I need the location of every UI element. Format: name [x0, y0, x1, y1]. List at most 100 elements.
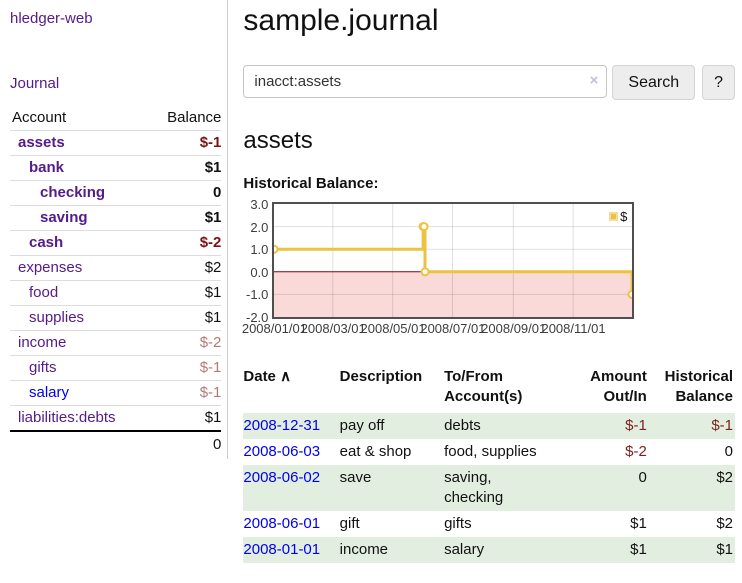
transaction-row: 2008-06-02 save saving, checking 0 $2 [243, 465, 735, 511]
transactions-body: 2008-12-31 pay off debts $-1 $-1 2008-06-03 ea… [243, 413, 735, 563]
chart-y-labels: 3.0 2.0 1.0 0.0 -1.0 -2.0 [243, 198, 269, 324]
sidebar-item-journal[interactable]: Journal [10, 75, 60, 92]
chart-label: Historical Balance: [243, 175, 379, 192]
y-tick-label: 1.0 [250, 242, 269, 258]
transaction-description: income [339, 541, 389, 558]
account-row: checking 0 [10, 180, 222, 206]
account-link[interactable]: food [29, 284, 59, 301]
account-balance: $1 [147, 280, 222, 306]
transaction-date-link[interactable]: 2008-01-01 [243, 541, 321, 558]
account-link[interactable]: liabilities:debts [18, 409, 116, 426]
transaction-balance: 0 [724, 443, 733, 460]
account-row: assets $-1 [10, 130, 222, 156]
transaction-date-cell: 2008-12-31 [243, 413, 339, 439]
transaction-date-link[interactable]: 2008-06-02 [243, 469, 321, 486]
transaction-amount: 0 [638, 469, 647, 486]
account-row: supplies $1 [10, 305, 222, 331]
account-balance: $-2 [147, 230, 222, 256]
account-row: income $-2 [10, 330, 222, 356]
account-balance: $-1 [147, 380, 222, 406]
account-link[interactable]: assets [18, 134, 65, 151]
transaction-description: pay off [339, 417, 385, 434]
transaction-amount: $-1 [625, 417, 647, 434]
column-header-date[interactable]: Date ∧ [243, 365, 339, 413]
transaction-row: 2008-06-03 eat & shop food, supplies $-2 0 [243, 439, 735, 465]
account-link[interactable]: cash [29, 234, 64, 251]
sidebar: hledger-web Journal Account Balance asse… [0, 0, 229, 459]
search-input[interactable] [243, 65, 608, 98]
x-tick-label: 2008/11/01 [541, 321, 606, 336]
legend-label: $ [620, 209, 628, 224]
column-header-description: Description [339, 368, 423, 385]
account-row: bank $1 [10, 155, 222, 181]
app-title-link[interactable]: hledger-web [10, 10, 93, 27]
transaction-row: 2008-01-01 income salary $1 $1 [243, 537, 735, 563]
transaction-date-link[interactable]: 2008-06-01 [243, 515, 321, 532]
search-button[interactable]: Search [612, 65, 696, 100]
x-tick-label: 2008/07/01 [420, 321, 486, 336]
account-link[interactable]: gifts [29, 359, 57, 376]
transaction-date-link[interactable]: 2008-06-03 [243, 443, 321, 460]
clear-search-icon[interactable]: × [589, 72, 599, 89]
account-link[interactable]: saving [40, 209, 88, 226]
accounts-total-value: 0 [147, 430, 222, 457]
transaction-accounts: food, supplies [444, 443, 537, 460]
account-balance: $2 [147, 255, 222, 281]
transaction-balance: $2 [716, 469, 733, 486]
account-link[interactable]: supplies [29, 309, 85, 326]
account-balance: $1 [147, 205, 222, 231]
transaction-balance: $1 [716, 541, 733, 558]
account-balance: $-2 [147, 330, 222, 356]
accounts-header-account: Account [10, 106, 148, 131]
transaction-amount: $1 [630, 515, 647, 532]
transactions-table: Date ∧ Description To/From Account(s) Am… [243, 365, 735, 563]
transaction-balance: $2 [716, 515, 733, 532]
transaction-amount: $-2 [625, 443, 647, 460]
main-content: sample.journal × Search ? assets Histori… [228, 0, 742, 583]
transaction-amount: $1 [630, 541, 647, 558]
transaction-accounts: debts [444, 417, 481, 434]
accounts-table: Account Balance assets $-1 bank $1 checking 0… [10, 106, 222, 457]
date-header-label: Date [243, 368, 276, 385]
chart-plot-svg [274, 204, 633, 317]
y-tick-label: 3.0 [250, 197, 269, 212]
x-tick-label: 2008/09/01 [481, 321, 547, 336]
account-balance: 0 [147, 180, 222, 206]
transaction-accounts: gifts [444, 515, 472, 532]
account-balance: $1 [147, 405, 222, 432]
account-balance: $1 [147, 155, 222, 181]
help-button[interactable]: ? [702, 65, 735, 100]
account-row: liabilities:debts $1 [10, 405, 222, 432]
account-link[interactable]: salary [29, 384, 70, 401]
account-row: salary $-1 [10, 380, 222, 406]
transaction-row: 2008-06-01 gift gifts $1 $2 [243, 511, 735, 537]
historical-balance-chart: 3.0 2.0 1.0 0.0 -1.0 -2.0 $ 2008/01/01 2008/03… [241, 198, 639, 338]
accounts-header-balance: Balance [147, 106, 222, 131]
transaction-date-cell: 2008-06-03 [243, 439, 339, 465]
column-header-accounts: To/From Account(s) [444, 368, 523, 405]
account-row: saving $1 [10, 205, 222, 231]
transaction-description: save [339, 469, 372, 486]
account-heading: assets [243, 127, 313, 154]
page-title: sample.journal [243, 4, 439, 37]
account-balance: $-1 [147, 130, 222, 156]
y-tick-label: 0.0 [250, 264, 269, 280]
account-link[interactable]: checking [40, 184, 106, 201]
column-header-amount: Amount Out/In [590, 368, 647, 405]
account-link[interactable]: bank [29, 159, 65, 176]
transaction-description: eat & shop [339, 443, 412, 460]
accounts-table-body: assets $-1 bank $1 checking 0 saving $1 cash $-2 e… [10, 130, 222, 432]
account-link[interactable]: income [18, 334, 67, 351]
account-link[interactable]: expenses [18, 259, 83, 276]
transaction-date-cell: 2008-06-01 [243, 511, 339, 537]
transaction-balance: $-1 [711, 417, 733, 434]
chart-legend: $ [609, 209, 627, 224]
account-row: expenses $2 [10, 255, 222, 281]
transaction-date-link[interactable]: 2008-12-31 [243, 417, 321, 434]
account-row: food $1 [10, 280, 222, 306]
x-tick-label: 2008/01/01 [241, 321, 307, 336]
account-row: cash $-2 [10, 230, 222, 256]
legend-swatch-icon [609, 212, 619, 221]
transaction-date-cell: 2008-01-01 [243, 537, 339, 563]
